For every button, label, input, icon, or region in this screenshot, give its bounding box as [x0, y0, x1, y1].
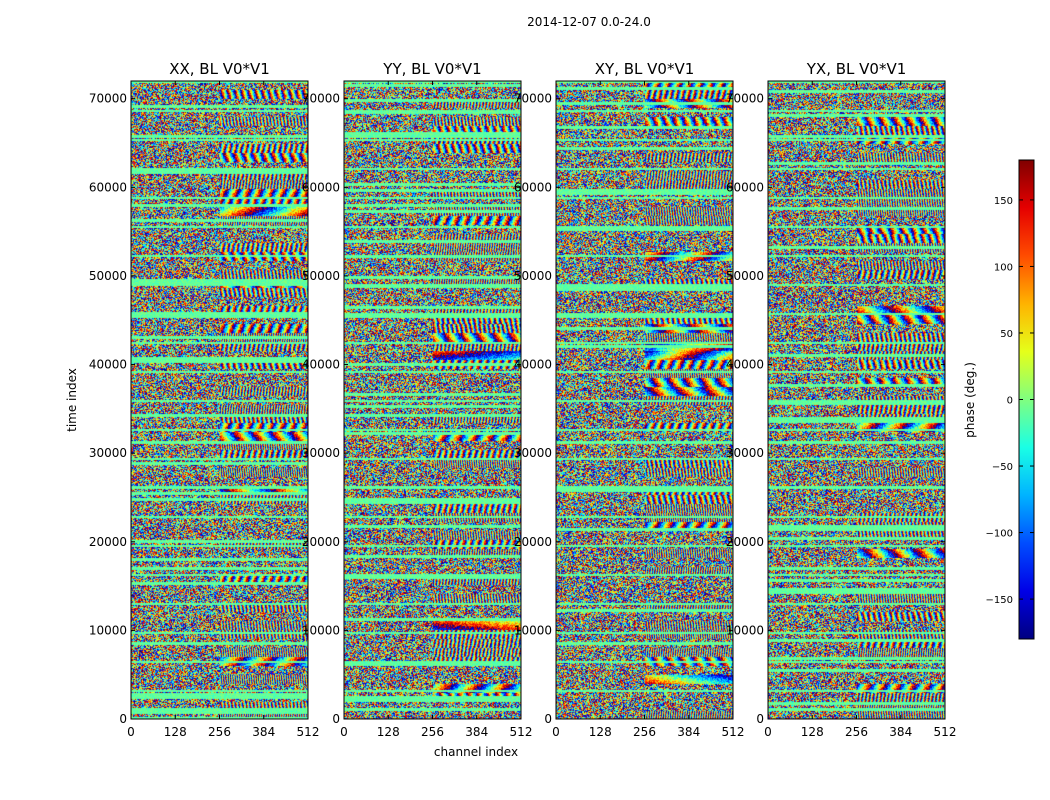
y-tick-label: 70000: [726, 92, 764, 106]
panel-xy: XY, BL V0*V1 0 128 256 384 512 0 10000 20000 3000…: [514, 60, 745, 739]
y-tick-label: 50000: [514, 269, 552, 283]
x-tick-label: 0: [764, 725, 772, 739]
y-tick-label: 30000: [514, 446, 552, 460]
y-tick-label: 40000: [302, 358, 340, 372]
colorbar-tick-label: 150: [994, 196, 1013, 207]
figure-suptitle: 2014-12-07 0.0-24.0: [527, 15, 651, 29]
y-tick-label: 20000: [89, 535, 127, 549]
x-tick-label: 512: [297, 725, 320, 739]
y-tick-label: 10000: [302, 623, 340, 637]
x-tick-label: 256: [633, 725, 656, 739]
y-tick-label: 60000: [302, 180, 340, 194]
phase-heatmap-yy: [344, 81, 521, 719]
phase-heatmap-xx: [131, 81, 308, 719]
y-tick-label: 30000: [89, 446, 127, 460]
y-tick-label: 10000: [89, 623, 127, 637]
panel-yx: YX, BL V0*V1 0 128 256 384 512 0 10000 20000 3000…: [726, 60, 957, 739]
y-tick-label: 60000: [726, 180, 764, 194]
y-tick-label: 70000: [514, 92, 552, 106]
colorbar-tick-label: 0: [1007, 396, 1013, 407]
x-tick-label: 512: [510, 725, 533, 739]
colorbar-tick-label: −100: [986, 529, 1013, 540]
y-tick-label: 60000: [514, 180, 552, 194]
x-axis-label: channel index: [434, 745, 518, 759]
colorbar-tick-label: 50: [1000, 329, 1013, 340]
panel-yy: YY, BL V0*V1 0 128 256 384 512 0 10000 20000 3000…: [302, 60, 533, 739]
panel-title: XY, BL V0*V1: [595, 60, 695, 78]
panel-title: YY, BL V0*V1: [382, 60, 481, 78]
y-tick-label: 10000: [726, 623, 764, 637]
colorbar-label: phase (deg.): [963, 362, 977, 438]
y-tick-label: 0: [119, 712, 127, 726]
x-tick-label: 384: [252, 725, 275, 739]
y-tick-label: 20000: [302, 535, 340, 549]
phase-heatmap-xy: [556, 81, 733, 719]
y-tick-label: 40000: [726, 358, 764, 372]
y-tick-label: 60000: [89, 180, 127, 194]
x-tick-label: 0: [552, 725, 560, 739]
y-tick-label: 70000: [89, 92, 127, 106]
y-tick-label: 50000: [89, 269, 127, 283]
x-tick-label: 256: [208, 725, 231, 739]
y-tick-label: 40000: [89, 358, 127, 372]
y-tick-label: 50000: [726, 269, 764, 283]
y-tick-label: 20000: [514, 535, 552, 549]
colorbar-tick-label: 100: [994, 262, 1013, 273]
y-tick-label: 30000: [302, 446, 340, 460]
panels-group: XX, BL V0*V1 0 128 256 384 512 0 10000 20000 3000…: [65, 60, 956, 759]
y-tick-label: 0: [756, 712, 764, 726]
y-axis-label: time index: [65, 368, 79, 432]
y-tick-label: 50000: [302, 269, 340, 283]
panel-xx: XX, BL V0*V1 0 128 256 384 512 0 10000 20000 3000…: [89, 60, 320, 739]
x-tick-label: 384: [465, 725, 488, 739]
y-tick-label: 30000: [726, 446, 764, 460]
x-tick-label: 128: [377, 725, 400, 739]
x-tick-label: 128: [801, 725, 824, 739]
colorbar-tick-label: −50: [992, 462, 1013, 473]
y-tick-label: 40000: [514, 358, 552, 372]
y-tick-label: 0: [332, 712, 340, 726]
panel-title: YX, BL V0*V1: [806, 60, 907, 78]
x-tick-label: 384: [889, 725, 912, 739]
y-tick-label: 20000: [726, 535, 764, 549]
x-tick-label: 128: [589, 725, 612, 739]
x-tick-label: 256: [421, 725, 444, 739]
x-tick-label: 384: [677, 725, 700, 739]
colorbar-tick-label: −150: [986, 595, 1013, 606]
y-tick-label: 70000: [302, 92, 340, 106]
x-tick-label: 0: [340, 725, 348, 739]
x-tick-label: 256: [845, 725, 868, 739]
x-tick-label: 0: [127, 725, 135, 739]
phase-heatmap-yx: [768, 81, 945, 719]
y-tick-label: 0: [544, 712, 552, 726]
y-tick-label: 10000: [514, 623, 552, 637]
x-tick-label: 128: [164, 725, 187, 739]
x-tick-label: 512: [934, 725, 957, 739]
x-tick-label: 512: [722, 725, 745, 739]
colorbar: −150 −100 −50 0 50 100 150 phase (deg.): [963, 159, 1035, 640]
panel-title: XX, BL V0*V1: [169, 60, 270, 78]
